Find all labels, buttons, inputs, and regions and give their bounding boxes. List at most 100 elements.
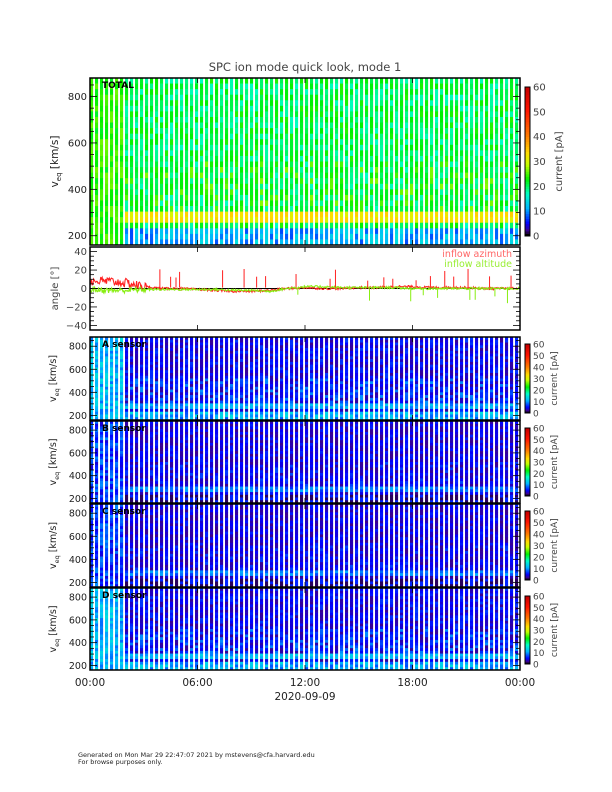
heatmap-cell [255, 364, 259, 368]
heatmap-cell [275, 144, 279, 151]
heatmap-cell [400, 342, 404, 346]
heatmap-cell [155, 228, 159, 235]
heatmap-cell [400, 183, 404, 190]
heatmap-cell [405, 111, 409, 118]
heatmap-cell [120, 111, 124, 118]
heatmap-cell [250, 178, 254, 185]
heatmap-cell [365, 406, 369, 410]
heatmap-cell [195, 389, 199, 393]
heatmap-cell [290, 384, 294, 388]
heatmap-cell [405, 139, 409, 146]
heatmap-cell [135, 389, 139, 393]
heatmap-cell [430, 350, 434, 354]
heatmap-cell [355, 406, 359, 410]
heatmap-cell [380, 417, 384, 421]
heatmap-cell [200, 78, 204, 84]
heatmap-cell [225, 233, 229, 240]
heatmap-cell [325, 228, 329, 235]
heatmap-cell [430, 378, 434, 382]
heatmap-cell [205, 384, 209, 388]
heatmap-cell [285, 350, 289, 354]
colorbar-segment [525, 218, 530, 222]
heatmap-cell [430, 389, 434, 393]
heatmap-cell [240, 367, 244, 371]
heatmap-cell [240, 411, 244, 415]
heatmap-cell [345, 372, 349, 377]
heatmap-cell [355, 337, 359, 341]
heatmap-cell [415, 350, 419, 354]
heatmap-cell [230, 350, 234, 354]
heatmap-cell [225, 239, 229, 246]
heatmap-cell [460, 389, 464, 393]
heatmap-cell [270, 364, 274, 368]
heatmap-cell [155, 83, 159, 90]
heatmap-cell [100, 359, 104, 363]
heatmap-cell [205, 116, 209, 123]
heatmap-cell [260, 94, 264, 101]
heatmap-cell [285, 386, 289, 390]
heatmap-cell [145, 228, 149, 235]
heatmap-cell [155, 222, 159, 229]
heatmap-cell [240, 364, 244, 368]
heatmap-cell [335, 370, 339, 374]
heatmap-cell [345, 345, 349, 349]
heatmap-cell [515, 100, 519, 107]
heatmap-cell [225, 167, 229, 173]
heatmap-cell [410, 89, 414, 95]
heatmap-cell [200, 194, 204, 201]
heatmap-cell [300, 364, 304, 368]
heatmap-cell [270, 100, 274, 107]
heatmap-cell [125, 206, 129, 212]
heatmap-cell [420, 139, 424, 146]
heatmap-cell [235, 100, 239, 107]
colorbar-segment [525, 203, 530, 207]
heatmap-cell [205, 386, 209, 390]
heatmap-cell [210, 100, 214, 107]
heatmap-cell [385, 348, 389, 352]
heatmap-cell [480, 200, 484, 207]
heatmap-cell [120, 89, 124, 95]
heatmap-cell [390, 167, 394, 173]
heatmap-cell [285, 395, 289, 399]
heatmap-cell [440, 206, 444, 212]
heatmap-cell [110, 356, 114, 360]
heatmap-cell [370, 128, 374, 134]
heatmap-cell [175, 406, 179, 410]
heatmap-cell [430, 89, 434, 95]
heatmap-cell [245, 222, 249, 229]
heatmap-cell [410, 233, 414, 240]
heatmap-cell [255, 367, 259, 371]
heatmap-cell [440, 372, 444, 377]
heatmap-cell [465, 239, 469, 246]
heatmap-cell [435, 353, 439, 357]
heatmap-cell [115, 348, 119, 352]
heatmap-cell [240, 378, 244, 382]
heatmap-cell [450, 228, 454, 235]
heatmap-cell [430, 189, 434, 196]
heatmap-cell [195, 167, 199, 173]
heatmap-cell [140, 78, 144, 84]
heatmap-cell [380, 411, 384, 415]
heatmap-cell [460, 217, 464, 224]
heatmap-cell [190, 397, 194, 401]
heatmap-cell [335, 161, 339, 168]
heatmap-cell [460, 348, 464, 352]
heatmap-cell [480, 206, 484, 212]
heatmap-cell [190, 408, 194, 412]
heatmap-cell [460, 183, 464, 190]
heatmap-cell [440, 222, 444, 229]
heatmap-cell [390, 337, 394, 341]
heatmap-cell [265, 395, 269, 399]
heatmap-cell [380, 211, 384, 218]
heatmap-cell [100, 406, 104, 410]
heatmap-cell [440, 348, 444, 352]
heatmap-cell [415, 178, 419, 185]
heatmap-cell [150, 128, 154, 134]
heatmap-cell [435, 403, 439, 407]
heatmap-cell [145, 167, 149, 173]
heatmap-cell [385, 350, 389, 354]
heatmap-cell [460, 337, 464, 341]
heatmap-cell [450, 183, 454, 190]
heatmap-cell [90, 133, 94, 140]
